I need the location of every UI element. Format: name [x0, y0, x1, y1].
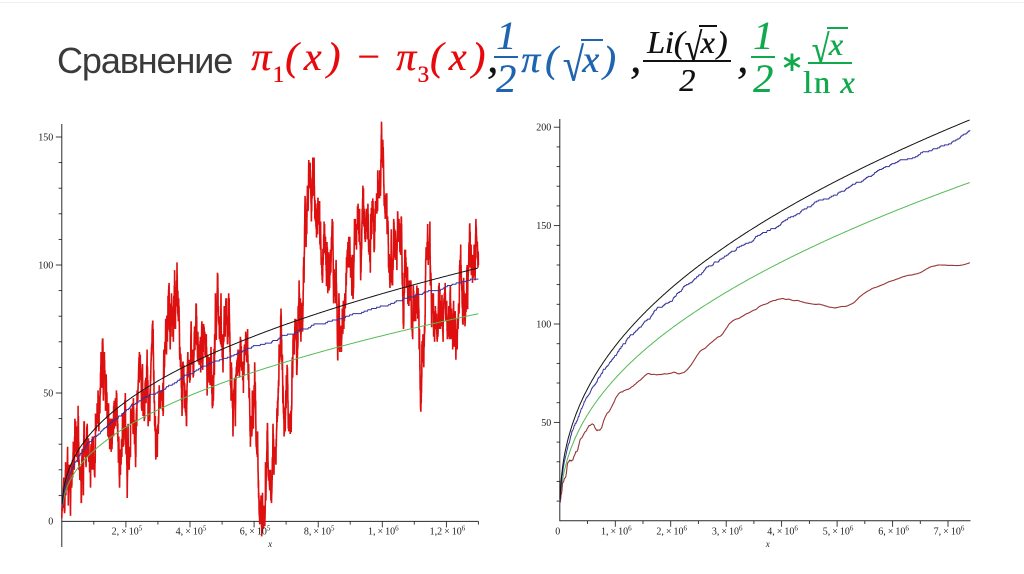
svg-text:7, × 106: 7, × 106	[934, 525, 965, 538]
svg-text:5, × 106: 5, × 106	[823, 525, 854, 538]
svg-text:4, × 106: 4, × 106	[767, 525, 798, 538]
svg-text:50: 50	[541, 418, 551, 429]
svg-text:1, × 106: 1, × 106	[368, 525, 399, 538]
svg-text:50: 50	[43, 389, 53, 400]
svg-text:3, × 106: 3, × 106	[712, 525, 743, 538]
svg-text:6, × 106: 6, × 106	[878, 525, 909, 538]
svg-text:8, × 105: 8, × 105	[304, 525, 335, 538]
svg-text:200: 200	[536, 123, 551, 134]
svg-text:0: 0	[48, 517, 53, 528]
svg-text:150: 150	[536, 221, 551, 232]
svg-text:6, × 105: 6, × 105	[240, 525, 271, 538]
svg-text:1, × 106: 1, × 106	[601, 525, 632, 538]
svg-text:4, × 105: 4, × 105	[176, 525, 207, 538]
svg-text:150: 150	[38, 133, 53, 144]
svg-text:1,2 × 106: 1,2 × 106	[430, 525, 466, 538]
svg-text:100: 100	[536, 320, 551, 331]
svg-text:x: x	[267, 539, 272, 549]
svg-text:0: 0	[555, 527, 560, 538]
svg-text:x: x	[765, 539, 770, 549]
svg-text:2, × 106: 2, × 106	[656, 525, 687, 538]
svg-text:2, × 105: 2, × 105	[112, 525, 143, 538]
svg-text:100: 100	[38, 261, 53, 272]
